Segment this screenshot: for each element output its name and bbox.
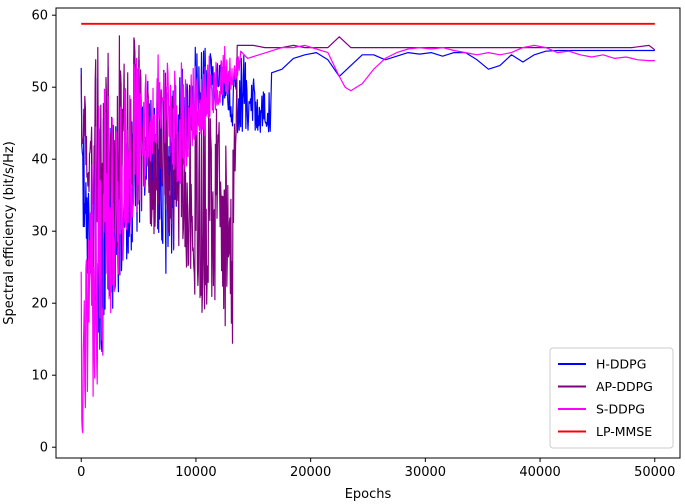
y-tick-label: 0 bbox=[40, 441, 48, 456]
x-tick-label: 10000 bbox=[175, 465, 216, 480]
x-axis-title: Epochs bbox=[345, 487, 392, 502]
x-tick-label: 20000 bbox=[290, 465, 331, 480]
y-tick-label: 10 bbox=[31, 369, 48, 384]
legend: H-DDPG AP-DDPG S-DDPG LP-MMSE bbox=[549, 347, 674, 449]
series-line-s-ddpg bbox=[80, 44, 655, 434]
x-tick-label: 50000 bbox=[634, 465, 675, 480]
plot-frame bbox=[55, 7, 681, 459]
legend-label: H-DDPG bbox=[596, 357, 646, 372]
y-tick-label: 20 bbox=[31, 297, 48, 312]
y-tick-label: 50 bbox=[31, 81, 48, 96]
legend-label: AP-DDPG bbox=[596, 379, 653, 394]
legend-box bbox=[549, 347, 674, 449]
y-axis-ticks: 0 10 20 30 40 50 60 bbox=[31, 9, 56, 456]
x-tick-label: 0 bbox=[77, 465, 85, 480]
y-axis-title: Spectral efficiency (bit/s/Hz) bbox=[2, 141, 17, 325]
legend-label: LP-MMSE bbox=[596, 424, 652, 439]
series-layer bbox=[80, 22, 656, 434]
x-axis-ticks: 0 10000 20000 30000 40000 50000 bbox=[77, 458, 675, 480]
x-tick-label: 30000 bbox=[405, 465, 446, 480]
legend-label: S-DDPG bbox=[596, 402, 645, 417]
y-tick-label: 60 bbox=[31, 9, 48, 24]
x-tick-label: 40000 bbox=[519, 465, 560, 480]
y-tick-label: 30 bbox=[31, 225, 48, 240]
y-tick-label: 40 bbox=[31, 153, 48, 168]
